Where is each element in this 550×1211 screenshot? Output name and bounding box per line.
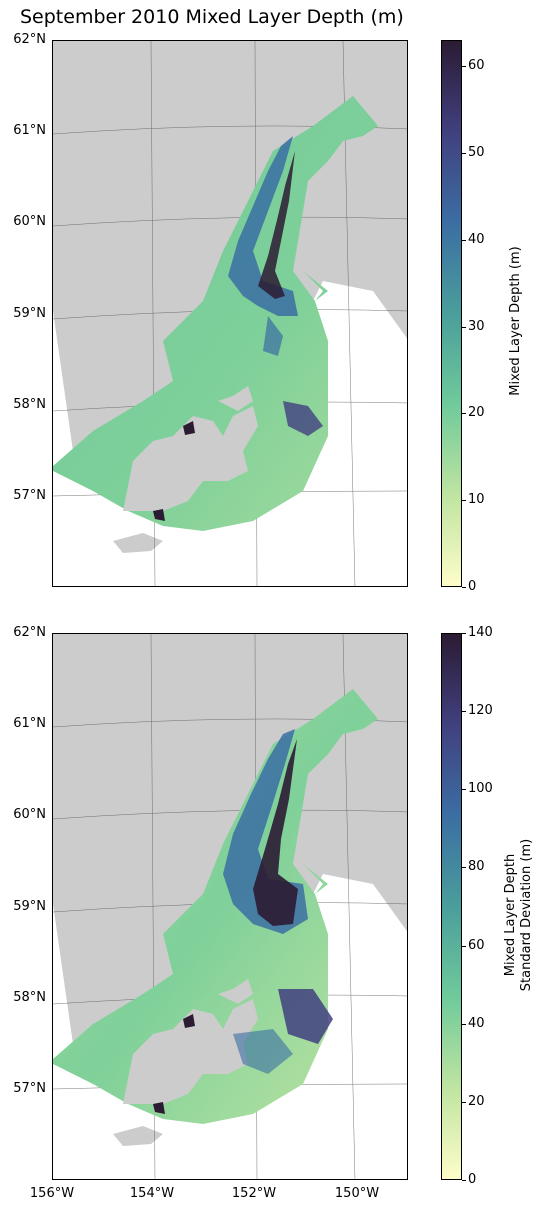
lon-label: 150°W xyxy=(334,1186,380,1201)
colorbar-tick: 140 xyxy=(462,625,493,640)
shelf-feature xyxy=(263,316,283,356)
deepest-inlet xyxy=(258,151,295,299)
lon-label: 156°W xyxy=(29,1186,75,1201)
colorbar-tick: 100 xyxy=(462,781,493,797)
colorbar-tick: 0 xyxy=(461,1172,477,1187)
colorbar-std xyxy=(441,633,462,1180)
lat-label: 62°N xyxy=(13,625,46,640)
colorbar-mean xyxy=(441,40,462,587)
map-panel-std xyxy=(52,633,408,1180)
lat-label: 59°N xyxy=(13,306,46,321)
coastal-cells xyxy=(153,1014,195,1114)
lat-label: 61°N xyxy=(13,716,46,731)
colorbar-tick: 60 xyxy=(462,937,485,953)
lat-label: 58°N xyxy=(13,990,46,1005)
figure-title: September 2010 Mixed Layer Depth (m) xyxy=(20,6,404,28)
colorbar-tick: 10 xyxy=(462,492,485,508)
colorbar-tick: 20 xyxy=(462,1093,485,1109)
colorbar-tick: 40 xyxy=(462,1015,485,1031)
land-south xyxy=(113,1126,163,1146)
lat-label: 61°N xyxy=(13,123,46,138)
lat-label: 57°N xyxy=(13,1081,46,1096)
lat-label: 58°N xyxy=(13,397,46,412)
coastal-cells xyxy=(153,421,195,521)
lat-label: 62°N xyxy=(13,32,46,47)
map-mean-svg xyxy=(53,41,407,586)
colorbar-tick: 50 xyxy=(462,144,485,160)
colorbar-label-std-line2: Standard Deviation (m) xyxy=(519,838,534,992)
colorbar-label-std-line1: Mixed Layer Depth xyxy=(503,853,518,977)
colorbar-label-std: Mixed Layer Depth Standard Deviation (m) xyxy=(503,815,537,1015)
afognak-island xyxy=(218,386,253,411)
eddy xyxy=(278,989,333,1044)
afognak-island xyxy=(218,979,253,1004)
lat-label: 60°N xyxy=(13,807,46,822)
colorbar-tick: 30 xyxy=(462,318,485,334)
colorbar-tick: 80 xyxy=(462,859,485,875)
colorbar-tick: 0 xyxy=(461,579,477,594)
colorbar-tick: 120 xyxy=(462,703,493,719)
lat-label: 57°N xyxy=(13,488,46,503)
colorbar-tick: 40 xyxy=(462,231,485,247)
colorbar-tick: 60 xyxy=(462,58,485,74)
deepest-inlet xyxy=(253,739,298,926)
map-std-svg xyxy=(53,634,407,1179)
lat-label: 59°N xyxy=(13,899,46,914)
lat-label: 60°N xyxy=(13,214,46,229)
shelf-cells xyxy=(233,1029,293,1074)
land-south xyxy=(113,533,163,553)
kodiak-island xyxy=(123,406,258,511)
lon-label: 154°W xyxy=(129,1186,175,1201)
kodiak-island xyxy=(123,999,258,1104)
map-panel-mean xyxy=(52,40,408,587)
eddy xyxy=(283,401,323,436)
colorbar-tick: 20 xyxy=(462,405,485,421)
lon-label: 152°W xyxy=(231,1186,277,1201)
deep-inlet xyxy=(228,136,298,316)
colorbar-label-mean: Mixed Layer Depth (m) xyxy=(508,246,523,396)
